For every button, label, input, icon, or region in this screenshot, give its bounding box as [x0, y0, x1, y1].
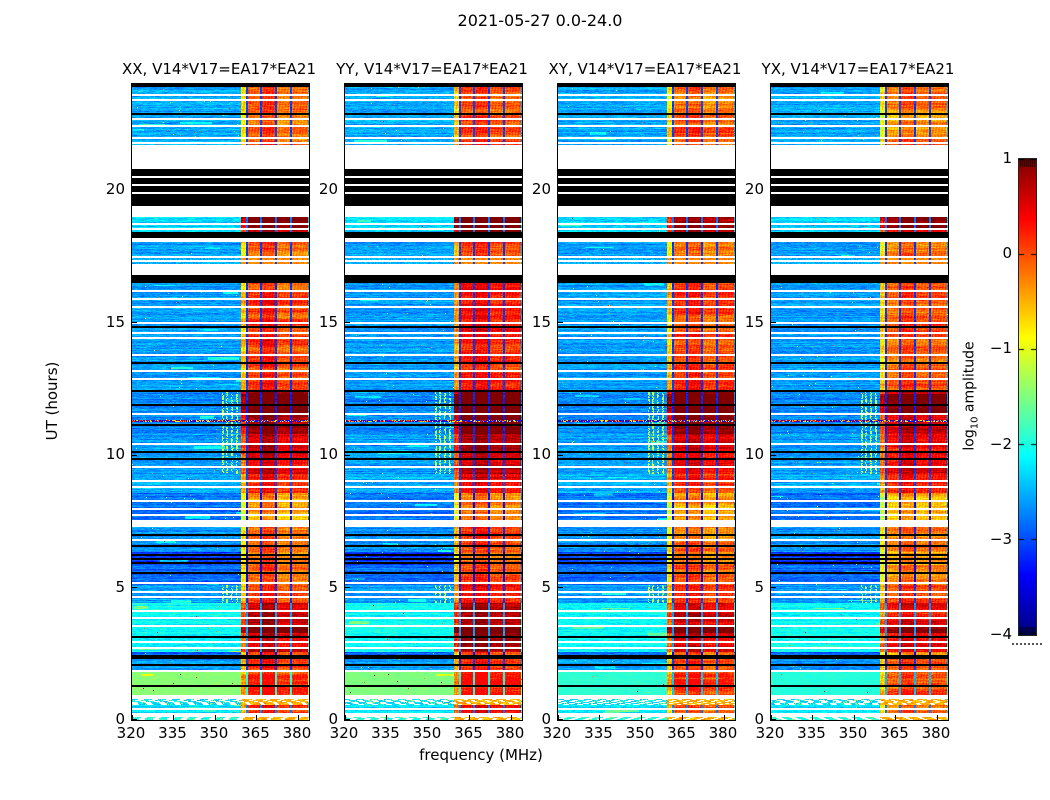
- x-tick-label: 335: [158, 724, 187, 742]
- y-tick-label: 10: [105, 445, 125, 463]
- x-tick-label: 350: [625, 724, 655, 742]
- x-tick-label: 380: [495, 724, 525, 742]
- x-axis-label: frequency (MHz): [419, 746, 543, 764]
- spectrogram-panel-yx: [770, 83, 949, 721]
- figure-title: 2021-05-27 0.0-24.0: [457, 11, 623, 30]
- y-tick-label: 0: [754, 710, 764, 728]
- panel-canvas: [345, 84, 522, 720]
- y-tick-label: 10: [318, 445, 338, 463]
- x-tick-label: 320: [755, 724, 785, 742]
- panel-title-yy: YY, V14*V17=EA17*EA21: [336, 60, 528, 78]
- y-tick-label: 5: [328, 577, 338, 596]
- x-tick-label: 350: [199, 724, 229, 742]
- colorbar-tick-label: −1: [989, 339, 1012, 358]
- panel-canvas: [558, 84, 735, 720]
- y-tick-label: 15: [318, 312, 338, 331]
- y-tick-label: 20: [318, 180, 338, 198]
- colorbar-tick-label: −4: [989, 625, 1012, 643]
- colorbar-tick-label: −3: [989, 529, 1012, 548]
- x-tick-label: 335: [371, 724, 400, 742]
- x-tick-label: 320: [542, 724, 572, 742]
- y-tick-label: 20: [105, 180, 125, 198]
- y-tick-label: 15: [744, 312, 764, 331]
- panel-canvas: [771, 84, 948, 720]
- y-tick-label: 0: [328, 710, 338, 728]
- x-tick-label: 365: [880, 724, 909, 742]
- panel-title-xx: XX, V14*V17=EA17*EA21: [121, 60, 317, 78]
- colorbar-label: log10 amplitude: [961, 341, 981, 451]
- spectrogram-panel-xx: [131, 83, 310, 721]
- spectrogram-panel-yy: [344, 83, 523, 721]
- y-tick-label: 0: [115, 710, 125, 728]
- x-tick-label: 350: [838, 724, 868, 742]
- x-tick-label: 380: [921, 724, 951, 742]
- spectrogram-panel-xy: [557, 83, 736, 721]
- y-tick-label: 0: [541, 710, 551, 728]
- colorbar-end-dots: [1012, 643, 1042, 645]
- x-tick-label: 335: [797, 724, 826, 742]
- colorbar-tick-label: 0: [1002, 244, 1012, 263]
- panel-canvas: [132, 84, 309, 720]
- x-tick-label: 365: [667, 724, 696, 742]
- y-tick-label: 10: [744, 445, 764, 463]
- panel-title-yx: YX, V14*V17=EA17*EA21: [761, 60, 955, 78]
- y-tick-label: 5: [115, 577, 125, 596]
- y-tick-label: 5: [754, 577, 764, 596]
- y-tick-label: 20: [531, 180, 551, 198]
- y-tick-label: 15: [105, 312, 125, 331]
- x-tick-label: 365: [241, 724, 270, 742]
- y-tick-label: 5: [541, 577, 551, 596]
- x-tick-label: 320: [329, 724, 359, 742]
- x-tick-label: 335: [584, 724, 613, 742]
- panel-title-xy: XY, V14*V17=EA17*EA21: [548, 60, 742, 78]
- x-tick-label: 350: [412, 724, 442, 742]
- y-axis-label: UT (hours): [43, 361, 61, 441]
- x-tick-label: 365: [454, 724, 483, 742]
- colorbar-canvas: [1019, 159, 1036, 635]
- y-tick-label: 10: [531, 445, 551, 463]
- x-tick-label: 320: [116, 724, 146, 742]
- y-tick-label: 15: [531, 312, 551, 331]
- colorbar-tick-label: 1: [1002, 149, 1012, 167]
- y-tick-label: 20: [744, 180, 764, 198]
- x-tick-label: 380: [282, 724, 312, 742]
- colorbar-tick-label: −2: [989, 434, 1012, 453]
- x-tick-label: 380: [708, 724, 738, 742]
- colorbar: [1018, 158, 1037, 636]
